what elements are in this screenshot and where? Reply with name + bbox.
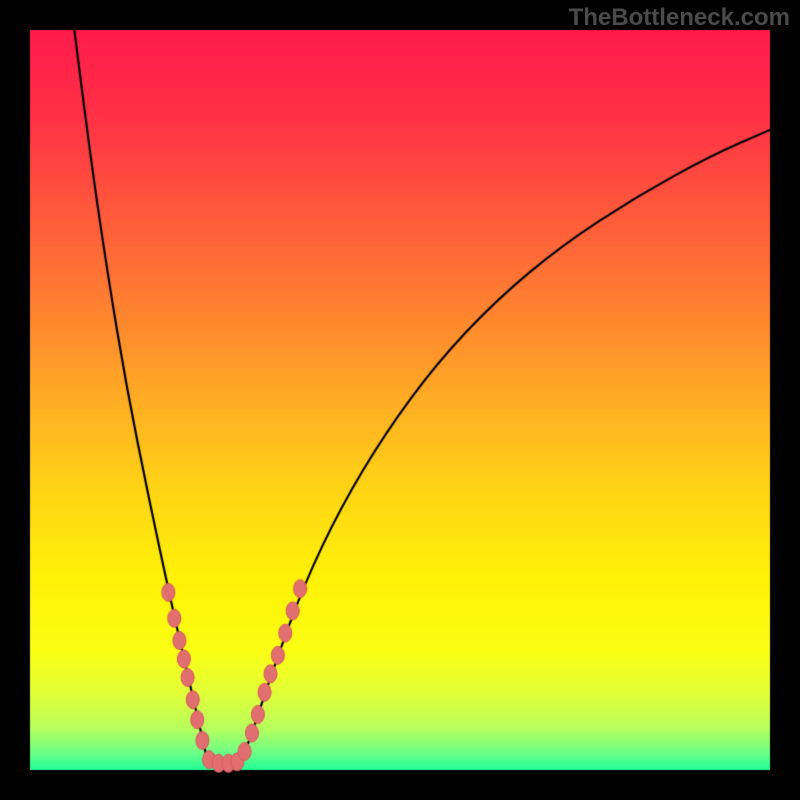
chart-stage: TheBottleneck.com bbox=[0, 0, 800, 800]
bottleneck-v-curve-chart bbox=[0, 0, 800, 800]
